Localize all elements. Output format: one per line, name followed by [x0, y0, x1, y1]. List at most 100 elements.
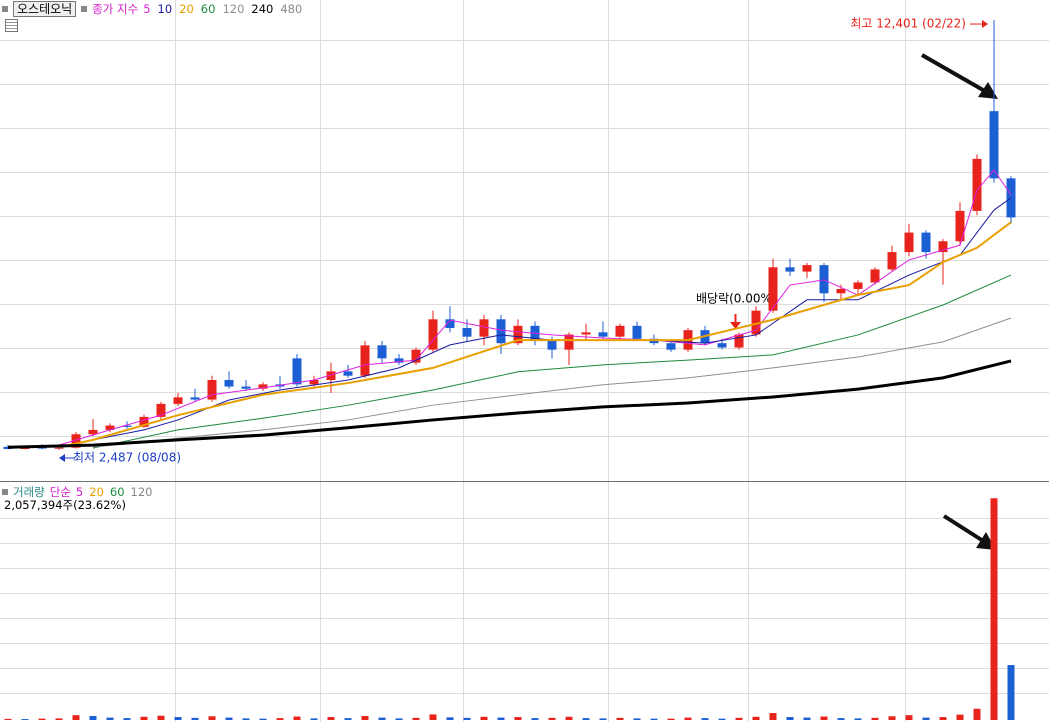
candle-body	[547, 341, 557, 350]
candle-body	[972, 158, 982, 211]
candle-body	[751, 310, 761, 335]
candle-body	[224, 380, 234, 387]
volume-bar	[701, 718, 709, 720]
volume-bar	[905, 715, 913, 720]
legend-entry: 20	[179, 2, 194, 16]
volume-bar	[174, 717, 182, 720]
candle-body	[921, 232, 931, 253]
volume-bar	[259, 718, 267, 720]
volume-legend: 거래량 단순 5 20 60 120	[2, 484, 152, 500]
legend-icon	[2, 489, 8, 495]
volume-bar	[939, 717, 947, 720]
candle-body	[785, 267, 795, 272]
volume-bar	[667, 718, 675, 720]
volume-grid	[0, 518, 1049, 694]
table-icon[interactable]	[5, 19, 18, 32]
candle-body	[632, 325, 642, 339]
volume-bar	[361, 715, 369, 720]
legend-icon	[2, 6, 8, 12]
candle-body	[598, 332, 608, 337]
volume-bar	[922, 717, 930, 720]
moving-average-line	[92, 274, 1012, 449]
candle-body	[343, 371, 353, 376]
volume-bar	[973, 708, 981, 720]
candle-body	[853, 282, 863, 289]
volume-bar	[429, 714, 437, 720]
candle-body	[309, 380, 319, 385]
candle-body	[207, 380, 217, 400]
candle-body	[173, 397, 183, 404]
stock-name-button[interactable]: 오스테오닉	[13, 1, 77, 17]
candle-body	[717, 343, 727, 348]
volume-bar	[854, 718, 862, 720]
candle-body	[989, 111, 999, 179]
volume-bar	[888, 716, 896, 720]
volume-bar	[21, 719, 29, 720]
volume-bar	[378, 717, 386, 720]
candle-body	[955, 210, 965, 242]
candle-body	[802, 265, 812, 272]
volume-bar	[633, 718, 641, 720]
legend-entry: 240	[251, 2, 274, 16]
candle-body	[326, 371, 336, 381]
legend-label: 종가 지수	[92, 2, 139, 16]
legend-icon	[81, 6, 88, 12]
candle-body	[411, 349, 421, 363]
candle-body	[258, 384, 268, 389]
legend-entry: 60	[109, 485, 125, 499]
candle-body	[768, 267, 778, 311]
dividend-label: 배당락(0.00%)	[696, 292, 777, 306]
candle-body	[581, 332, 591, 335]
legend-entry: 120	[130, 485, 153, 499]
candle-body	[513, 325, 523, 344]
legend-entry: 10	[157, 2, 173, 16]
legend-items: 5 10 20 60 120 240 480	[143, 2, 302, 16]
volume-bar	[293, 716, 301, 720]
volume-bar	[735, 717, 743, 720]
volume-current: 2,057,394주(23.62%)	[4, 498, 126, 512]
volume-title: 거래량	[13, 485, 45, 499]
candle-body	[377, 345, 387, 359]
volume-bar	[191, 717, 199, 720]
legend-entry: 5	[75, 485, 84, 499]
high-arrow-head	[982, 20, 988, 29]
candle-body	[88, 429, 98, 435]
volume-bar	[140, 716, 148, 720]
volume-bar	[480, 716, 488, 720]
volume-bar	[599, 718, 607, 720]
candle-body	[71, 434, 81, 448]
low-label: 최저 2,487 (08/08)	[73, 450, 181, 464]
candle-body	[190, 397, 200, 400]
candle-body	[394, 358, 404, 363]
candle-body	[462, 327, 472, 337]
volume-bar	[327, 717, 335, 720]
candle-body	[3, 446, 13, 449]
volume-bar	[531, 718, 539, 720]
moving-average-line	[58, 169, 1012, 446]
candle-body	[734, 334, 744, 348]
candle-body	[870, 269, 880, 283]
volume-ma-type: 단순	[49, 485, 71, 499]
volume-bar	[157, 715, 165, 720]
volume-bar	[89, 715, 97, 720]
volume-bar	[55, 718, 63, 720]
volume-bar	[769, 713, 777, 720]
candle-body	[479, 319, 489, 337]
high-label: 최고 12,401 (02/22)	[850, 17, 966, 31]
legend-entry: 5	[143, 2, 151, 16]
legend-entry: 60	[200, 2, 216, 16]
volume-bar	[225, 717, 233, 720]
volume-bar	[956, 714, 964, 720]
volume-bar	[1007, 665, 1015, 720]
candle-body	[564, 334, 574, 350]
legend-entry: 120	[222, 2, 245, 16]
candle-body	[496, 319, 506, 344]
candle-body	[836, 288, 846, 294]
moving-average-line	[58, 221, 1012, 449]
volume-bar	[871, 717, 879, 720]
volume-bar	[412, 717, 420, 720]
volume-bar	[786, 717, 794, 720]
volume-bar	[616, 717, 624, 720]
